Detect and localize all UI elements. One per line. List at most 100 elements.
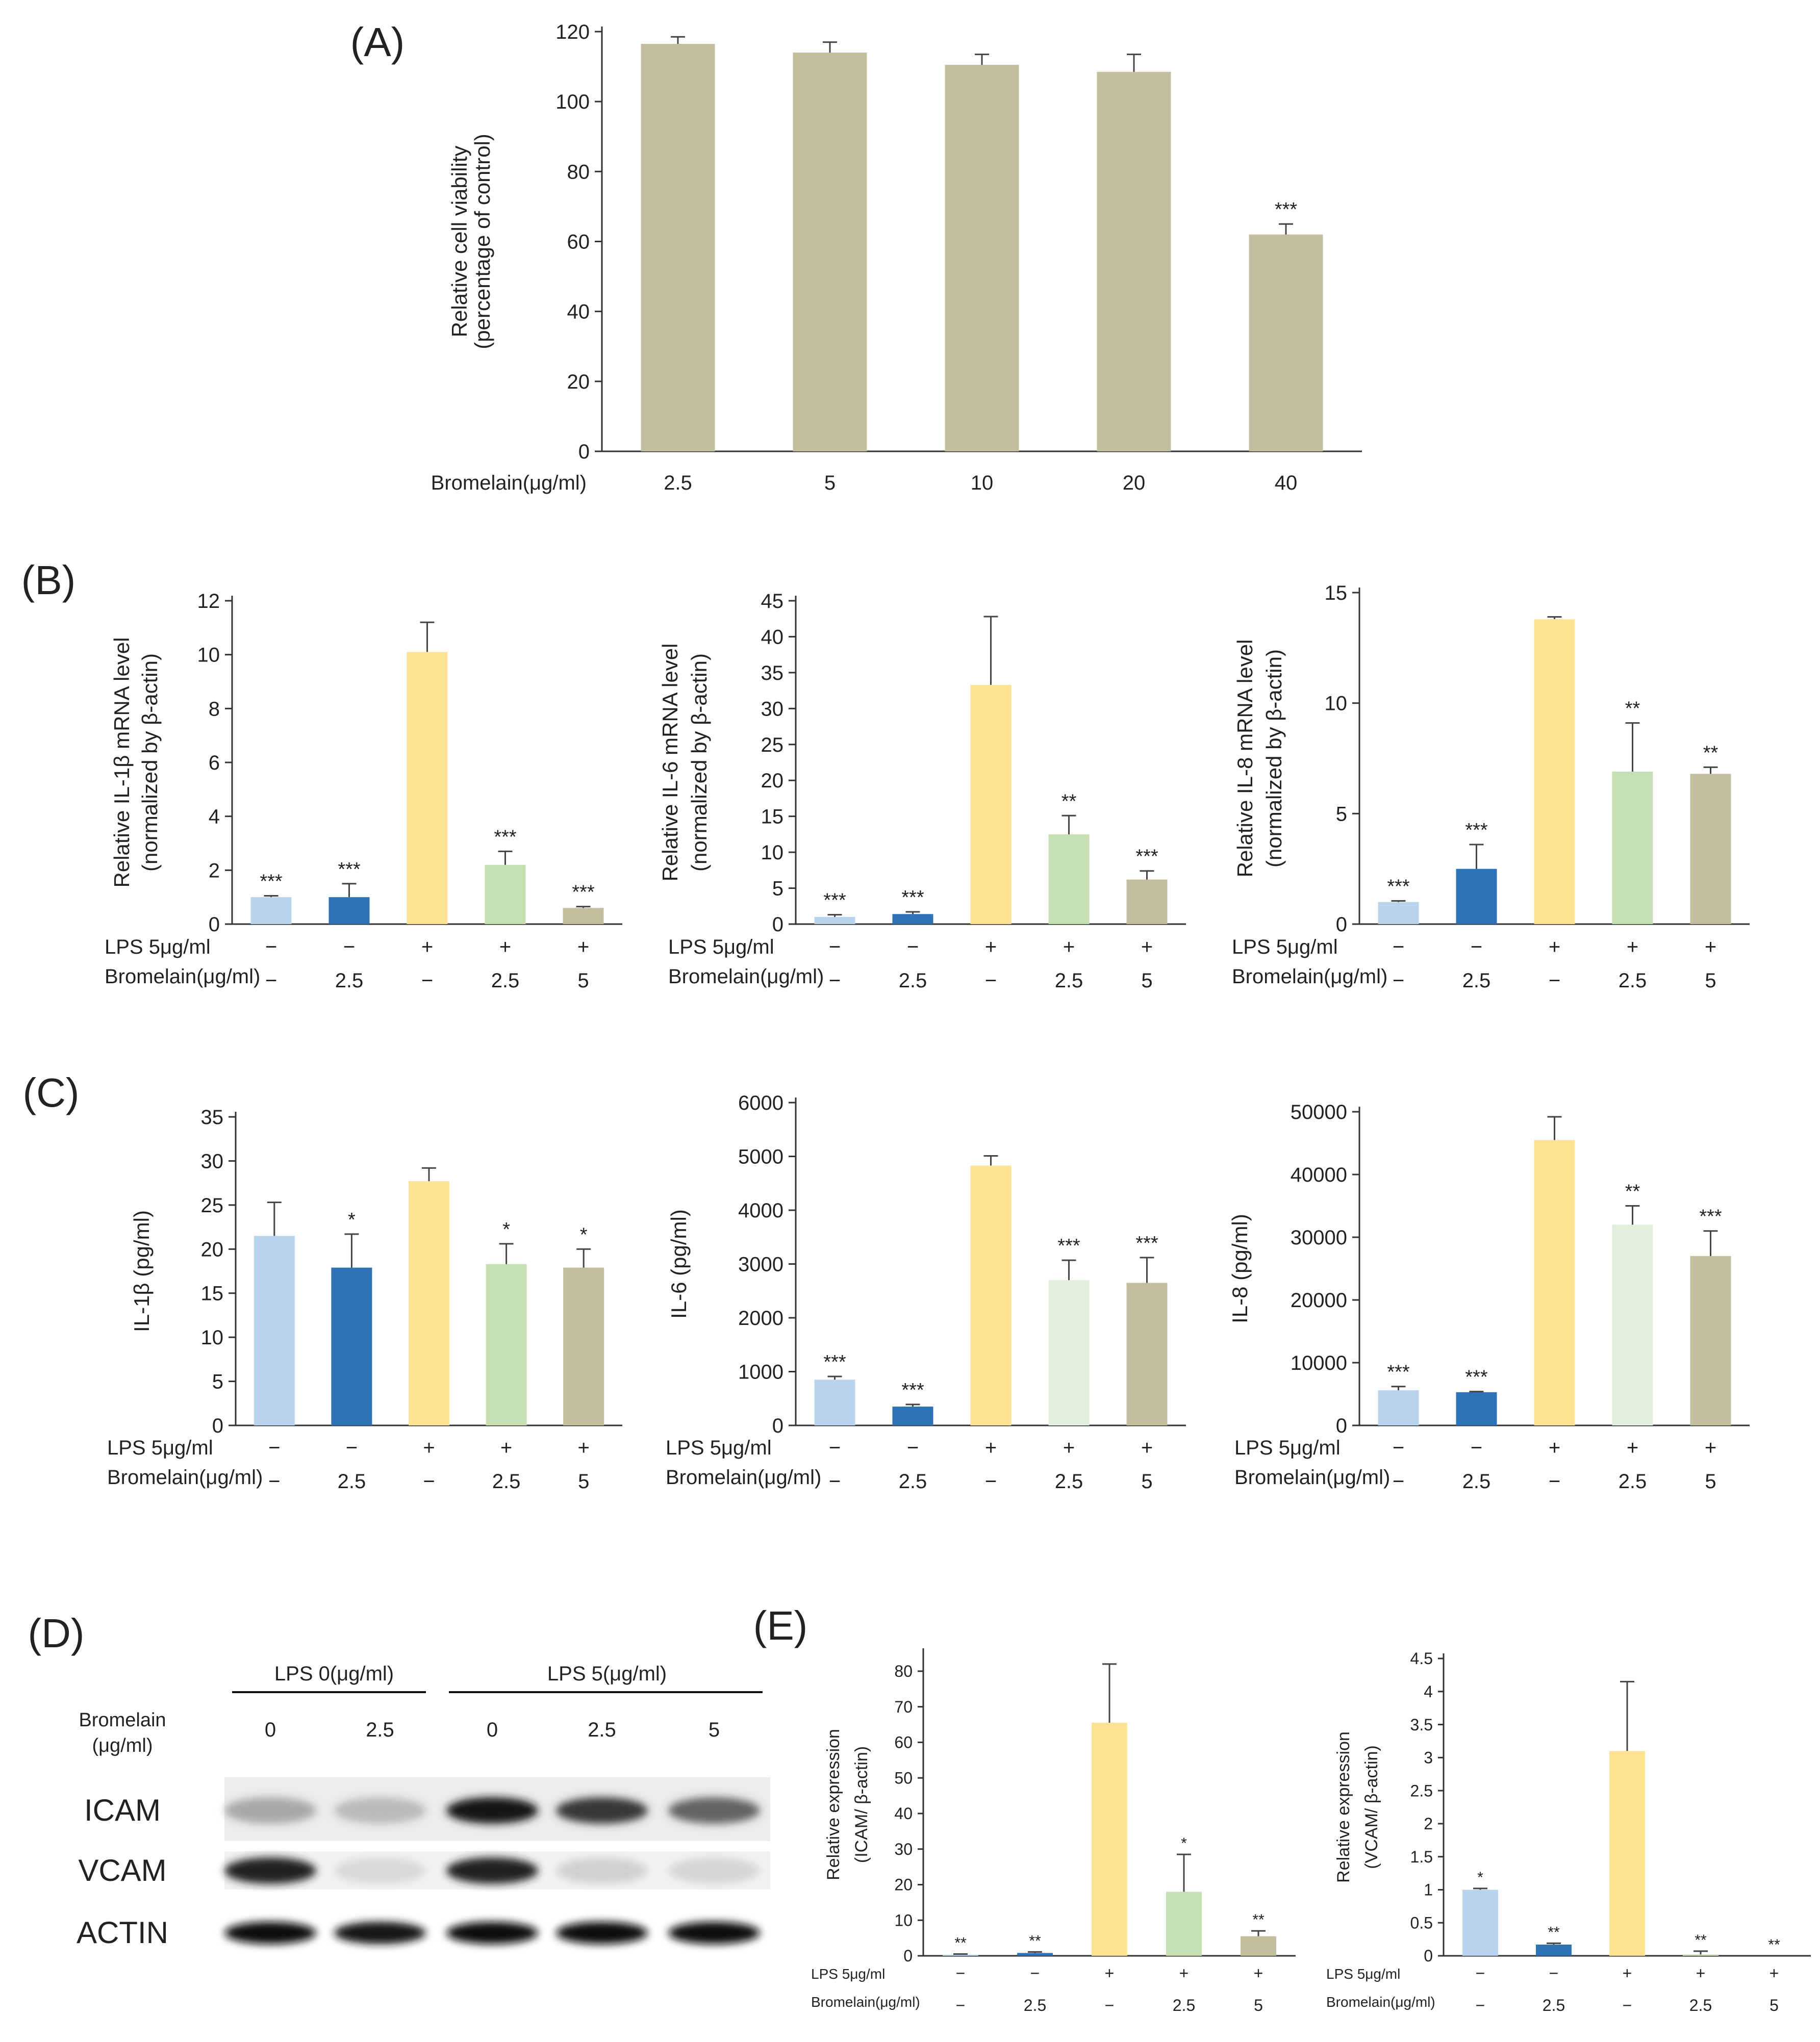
lps-value: − — [1476, 1964, 1485, 1982]
bromelain-row-label: Bromelain(μg/ml) — [107, 1466, 263, 1489]
bromelain-row-label: Bromelain(μg/ml) — [668, 965, 824, 988]
y-tick-label: 5 — [212, 1371, 223, 1393]
bar — [1462, 1890, 1498, 1956]
y-tick-label: 8 — [209, 698, 220, 720]
y-tick-label: 6000 — [738, 1092, 783, 1114]
lps-value: + — [1623, 1964, 1632, 1982]
blot-lane-value: 0 — [487, 1719, 498, 1741]
significance-label: * — [1181, 1835, 1187, 1852]
y-tick-label: 3 — [1424, 1749, 1433, 1767]
y-axis-label: Relative expression — [824, 1729, 843, 1880]
panel-label: (A) — [350, 19, 405, 65]
bar — [1378, 1390, 1419, 1425]
x-axis-label: Bromelain(μg/ml) — [431, 472, 587, 494]
bar — [1126, 1283, 1168, 1425]
y-tick-label: 10000 — [1291, 1352, 1347, 1374]
y-tick-label: 10 — [201, 1326, 224, 1349]
bromelain-value: − — [1549, 1470, 1560, 1493]
bromelain-value: 5 — [1254, 1996, 1263, 2014]
bromelain-value: 5 — [1770, 1996, 1779, 2014]
blot-band — [334, 1857, 426, 1884]
bromelain-value: − — [1476, 1996, 1485, 2014]
bar — [1612, 1224, 1653, 1425]
y-tick-label: 0 — [578, 441, 590, 463]
lps-value: + — [1063, 936, 1075, 958]
bar — [563, 1267, 604, 1425]
significance-label: *** — [260, 871, 283, 892]
bromelain-value: 2.5 — [1024, 1996, 1046, 2014]
y-tick-label: 50000 — [1291, 1101, 1347, 1124]
y-tick-label: 80 — [894, 1662, 913, 1680]
y-tick-label: 10 — [197, 644, 220, 667]
bar — [1166, 1892, 1202, 1956]
lps-value: + — [1254, 1964, 1263, 1982]
lps-value: − — [829, 936, 841, 958]
y-axis-label-sub: (VCAM/ β-actin) — [1362, 1745, 1381, 1869]
lps-row-label: LPS 5μg/ml — [1234, 1437, 1341, 1459]
significance-label: *** — [1057, 1235, 1080, 1257]
lps-value: + — [1705, 1437, 1716, 1459]
y-tick-label: 2000 — [738, 1307, 783, 1330]
significance-label: ** — [1625, 698, 1640, 720]
y-tick-label: 3000 — [738, 1254, 783, 1276]
blot-lane-value: 2.5 — [366, 1719, 394, 1741]
lps-value: + — [1179, 1964, 1189, 1982]
bar — [970, 1165, 1012, 1425]
y-tick-label: 10 — [761, 841, 784, 864]
bar — [814, 1380, 855, 1425]
y-tick-label: 20 — [761, 770, 784, 792]
bromelain-value: 2.5 — [492, 1470, 521, 1493]
y-tick-label: 40000 — [1291, 1164, 1347, 1186]
y-tick-label: 70 — [894, 1698, 913, 1716]
bromelain-value: 2.5 — [335, 969, 364, 992]
lps-value: + — [421, 936, 433, 958]
bar — [1017, 1953, 1053, 1956]
blot-lane-value: 2.5 — [588, 1719, 616, 1741]
significance-label: * — [1477, 1869, 1483, 1886]
bromelain-value: − — [829, 1470, 841, 1493]
significance-label: *** — [1387, 876, 1410, 898]
bar — [970, 684, 1012, 924]
bar — [407, 652, 448, 924]
y-tick-label: 30 — [201, 1150, 224, 1172]
bromelain-value: 5 — [1141, 969, 1152, 992]
y-tick-label: 5000 — [738, 1146, 783, 1168]
significance-label: *** — [1465, 1367, 1488, 1388]
y-tick-label: 0 — [772, 1415, 783, 1437]
bromelain-value: 2.5 — [1619, 1470, 1647, 1493]
bar — [485, 864, 526, 924]
lps-value: − — [346, 1437, 358, 1459]
lps-value: − — [907, 936, 919, 958]
lps-value: − — [1030, 1964, 1040, 1982]
panel-label: (C) — [22, 1070, 79, 1115]
bromelain-row-label: Bromelain(μg/ml) — [1234, 1466, 1390, 1489]
significance-label: ** — [1029, 1932, 1041, 1949]
bromelain-value: − — [421, 969, 433, 992]
y-tick-label: 20 — [567, 371, 590, 393]
bar — [1048, 834, 1090, 924]
significance-label: *** — [1275, 199, 1298, 220]
significance-label: ** — [1625, 1181, 1640, 1203]
bromelain-value: − — [1393, 969, 1404, 992]
bromelain-value: 2.5 — [1055, 969, 1083, 992]
blot-band — [446, 1797, 538, 1824]
bar — [1612, 772, 1653, 924]
blot-lane-value: 5 — [709, 1719, 720, 1741]
y-tick-label: 6 — [209, 752, 220, 774]
significance-label: *** — [1465, 820, 1488, 841]
blot-group-label: LPS 5(μg/ml) — [547, 1663, 667, 1685]
chart-c1: 0 5 10 15 20 25 30 35 IL-1β (pg/ml) * * * LPS 5μg/ml… — [22, 1070, 622, 1493]
significance-label: ** — [1252, 1911, 1265, 1928]
significance-label: *** — [572, 882, 595, 903]
y-axis-label: Relative expression — [1334, 1731, 1353, 1883]
lps-value: + — [1770, 1964, 1779, 1982]
y-tick-label: 15 — [1325, 582, 1348, 604]
lps-value: + — [1063, 1437, 1075, 1459]
bar — [254, 1236, 295, 1425]
significance-label: *** — [338, 859, 361, 880]
bromelain-value: − — [1623, 1996, 1632, 2014]
significance-label: ** — [1061, 790, 1077, 812]
bar — [1456, 1392, 1497, 1425]
bar — [1249, 234, 1323, 451]
y-tick-label: 30000 — [1291, 1227, 1347, 1249]
